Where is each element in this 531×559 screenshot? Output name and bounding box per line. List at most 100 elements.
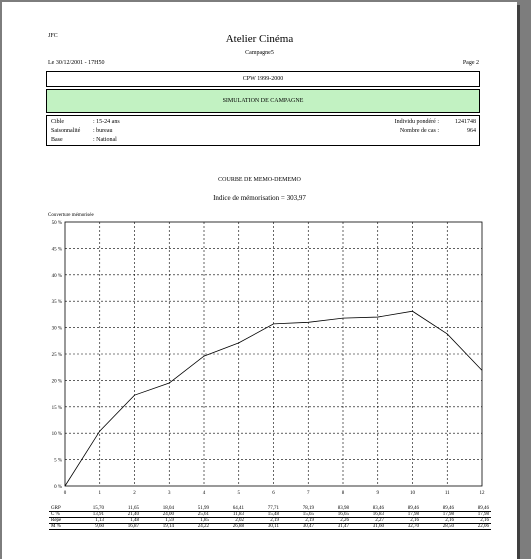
stats-cell: 1,48 [106, 517, 141, 524]
stats-cell: 15,65 [281, 511, 316, 518]
campaign-name: Campagne5 [245, 50, 274, 56]
x-tick-label: 7 [307, 491, 310, 496]
stats-cell: 51,99 [176, 506, 211, 512]
stats-cell: 2,19 [246, 517, 281, 524]
banner-title: SIMULATION DE CAMPAGNE [222, 98, 304, 104]
x-tick-label: 11 [445, 491, 450, 496]
stats-cell: 9,60 [71, 523, 106, 530]
plot-frame [64, 221, 483, 487]
stats-cell: 78,19 [281, 506, 316, 512]
stats-cell: 2,27 [351, 517, 386, 524]
stats-cell: 21,40 [106, 511, 141, 518]
info-label: Base [51, 137, 63, 143]
info-label: Nombre de cas : [399, 128, 439, 134]
stats-cell: 1,59 [141, 517, 176, 524]
stats-cell: 17,98 [456, 511, 491, 518]
x-tick-label: 8 [342, 491, 345, 496]
x-tick-label: 12 [480, 491, 486, 496]
x-tick-label: 4 [203, 491, 206, 496]
stats-cell: 2,19 [281, 517, 316, 524]
stats-row: C % 13,91 21,40 24,00 25,61 11,83 15,48 15,65 16… [49, 511, 491, 518]
x-tick-label: 2 [133, 491, 136, 496]
stats-cell: 17,98 [421, 511, 456, 518]
y-tick-label: 35 % [52, 300, 62, 305]
app-title: Atelier Cinéma [225, 33, 294, 45]
y-tick-label: 0 % [54, 485, 62, 490]
stats-cell: 16,87 [106, 523, 141, 530]
info-label: Saisonnalité [51, 128, 81, 134]
info-value: : National [93, 137, 117, 143]
info-value: : bureau [93, 128, 113, 134]
stats-cell: 1,13 [71, 517, 106, 524]
chart-subtitle: Indice de mémorisation = 303,97 [213, 194, 306, 202]
stats-cell: 31,47 [316, 523, 351, 530]
y-tick-label: 5 % [54, 459, 62, 464]
stats-cell: 25,61 [176, 511, 211, 518]
info-label: Individu pondéré : [394, 119, 439, 125]
y-axis-label: Couverture mémorisée [48, 213, 94, 218]
y-tick-label: 40 % [52, 274, 62, 279]
y-tick-label: 20 % [52, 379, 62, 384]
stats-cell: 16,83 [351, 511, 386, 518]
stats-cell: 11,65 [106, 506, 141, 512]
y-tick-label: 15 % [52, 406, 62, 411]
stats-cell: 26,88 [211, 523, 246, 530]
stats-cell: 89,46 [421, 506, 456, 512]
stats-cell: 89,46 [386, 506, 421, 512]
stats-cell: 24,00 [141, 511, 176, 518]
y-tick-label: 25 % [52, 353, 62, 358]
stats-cell: 2,26 [316, 517, 351, 524]
stats-cell: 15,70 [71, 506, 106, 512]
y-tick-label: 30 % [52, 327, 62, 332]
x-tick-label: 1 [99, 491, 102, 496]
stats-cell: 89,46 [456, 506, 491, 512]
stats-cell: 2,16 [456, 517, 491, 524]
x-tick-label: 9 [377, 491, 380, 496]
stats-cell: 83,98 [316, 506, 351, 512]
info-value: 964 [467, 128, 476, 134]
report-page: JFC Atelier Cinéma Campagne5 Le 30/12/20… [2, 2, 517, 559]
y-tick-label: 45 % [52, 247, 62, 252]
stats-cell: 31,60 [351, 523, 386, 530]
stats-cell: 24,22 [176, 523, 211, 530]
y-tick-label: 50 % [52, 221, 62, 226]
stats-cell: 30,47 [281, 523, 316, 530]
banner-box: SIMULATION DE CAMPAGNE [46, 89, 480, 113]
stats-cell: 2,16 [421, 517, 456, 524]
x-tick-label: 10 [410, 491, 416, 496]
stats-row: Répé 1,13 1,48 1,59 1,85 2,02 2,19 2,19 2,26 2,27… [49, 517, 491, 524]
x-tick-label: 5 [238, 491, 241, 496]
stats-row: M % 9,60 16,87 19,14 24,22 26,88 30,11 30,47 31,… [49, 523, 491, 530]
info-value: : 15-24 ans [93, 119, 120, 125]
stats-row-label: C % [49, 511, 71, 518]
series-line [64, 310, 483, 487]
stats-cell: 64,41 [211, 506, 246, 512]
author-initials: JFC [48, 33, 58, 39]
print-date: Le 30/12/2001 - 17H50 [48, 60, 105, 66]
stats-row-label: Répé [49, 517, 71, 524]
stats-cell: 28,50 [421, 523, 456, 530]
stats-cell: 19,14 [141, 523, 176, 530]
stats-cell: 1,85 [176, 517, 211, 524]
y-tick-label: 10 % [52, 432, 62, 437]
period-box: CPW 1999-2000 [46, 71, 480, 87]
page-number: Page 2 [462, 60, 479, 66]
stats-cell: 2,16 [386, 517, 421, 524]
memo-curve-chart: 0 %5 %10 %15 %20 %25 %30 %35 %40 %45 %50… [52, 221, 486, 496]
stats-table: GRP 15,70 11,65 18,04 51,99 64,41 77,71 78,19 83… [49, 506, 491, 530]
stats-cell: 16,65 [316, 511, 351, 518]
info-box: Cible : 15-24 ans Saisonnalité : bureau … [46, 115, 480, 146]
info-value: 1241748 [455, 119, 476, 125]
x-tick-label: 0 [64, 491, 67, 496]
stats-row-label: M % [49, 523, 71, 530]
stats-cell: 13,91 [71, 511, 106, 518]
stats-row: GRP 15,70 11,65 18,04 51,99 64,41 77,71 78,19 83… [49, 506, 491, 512]
info-label: Cible [51, 119, 64, 125]
stats-cell: 18,04 [141, 506, 176, 512]
period-label: CPW 1999-2000 [242, 76, 284, 82]
stats-cell: 11,83 [211, 511, 246, 518]
stats-cell: 2,02 [211, 517, 246, 524]
x-tick-label: 6 [272, 491, 275, 496]
stats-cell: 22,06 [456, 523, 491, 530]
stats-cell: 30,11 [246, 523, 281, 530]
